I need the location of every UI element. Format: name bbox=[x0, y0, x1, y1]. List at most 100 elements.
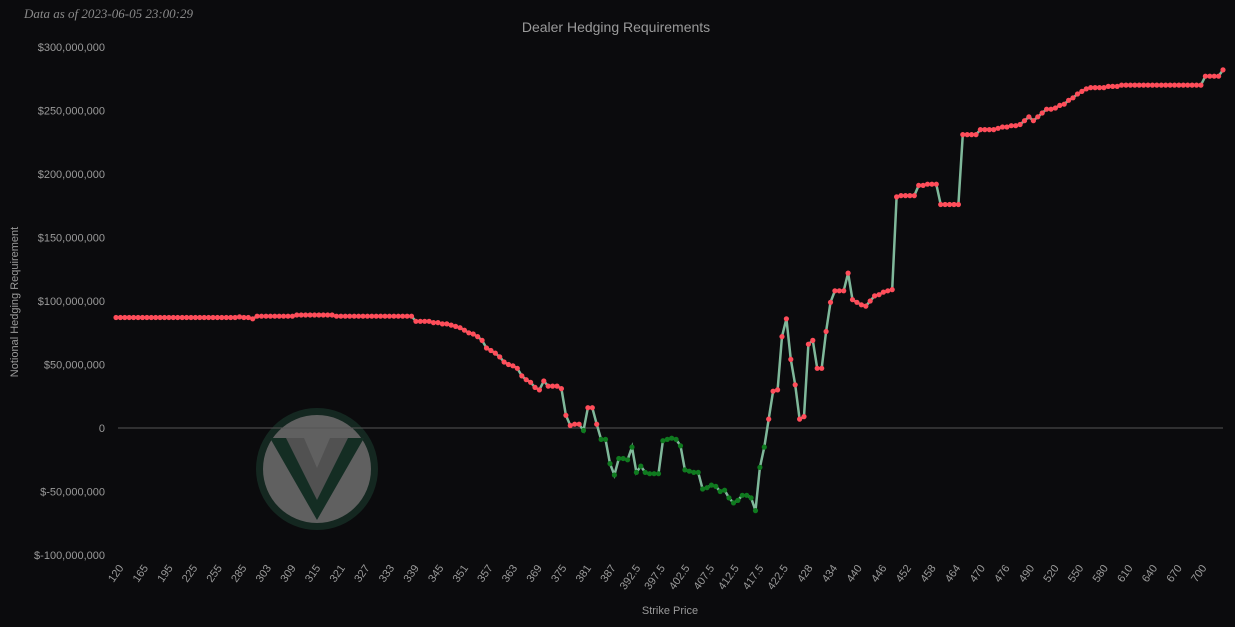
data-point[interactable] bbox=[589, 405, 595, 411]
data-point[interactable] bbox=[378, 313, 384, 319]
data-point[interactable] bbox=[505, 361, 512, 368]
data-point[interactable] bbox=[1163, 82, 1169, 88]
data-point[interactable] bbox=[607, 461, 613, 467]
data-point[interactable] bbox=[289, 313, 295, 319]
data-point[interactable] bbox=[126, 314, 132, 321]
data-point[interactable] bbox=[677, 443, 684, 449]
data-point[interactable] bbox=[281, 313, 287, 319]
data-point[interactable] bbox=[161, 314, 168, 321]
data-point[interactable] bbox=[1158, 82, 1164, 88]
data-point[interactable] bbox=[1026, 114, 1032, 120]
data-point[interactable] bbox=[845, 270, 851, 276]
data-point[interactable] bbox=[554, 383, 560, 389]
data-point[interactable] bbox=[951, 201, 957, 208]
data-point[interactable] bbox=[1035, 114, 1041, 120]
data-point[interactable] bbox=[135, 314, 141, 321]
data-point[interactable] bbox=[417, 318, 423, 324]
data-point[interactable] bbox=[470, 331, 476, 337]
data-point[interactable] bbox=[995, 125, 1001, 131]
data-point[interactable] bbox=[999, 124, 1006, 130]
data-point[interactable] bbox=[788, 356, 794, 362]
data-point[interactable] bbox=[585, 405, 591, 411]
data-point[interactable] bbox=[867, 298, 873, 304]
data-point[interactable] bbox=[373, 313, 379, 319]
data-point[interactable] bbox=[611, 472, 618, 478]
data-point[interactable] bbox=[206, 314, 212, 321]
data-point[interactable] bbox=[1198, 82, 1204, 88]
data-point[interactable] bbox=[902, 193, 909, 199]
data-point[interactable] bbox=[1180, 82, 1186, 88]
data-point[interactable] bbox=[170, 314, 176, 321]
data-point[interactable] bbox=[1061, 101, 1067, 107]
data-point[interactable] bbox=[580, 427, 587, 434]
data-point[interactable] bbox=[263, 313, 269, 319]
data-point[interactable] bbox=[576, 421, 582, 427]
data-point[interactable] bbox=[1070, 95, 1076, 101]
data-point[interactable] bbox=[713, 483, 719, 489]
data-point[interactable] bbox=[1132, 82, 1138, 88]
data-point[interactable] bbox=[1171, 82, 1178, 88]
data-point[interactable] bbox=[1154, 82, 1160, 88]
data-point[interactable] bbox=[457, 325, 463, 331]
data-point[interactable] bbox=[258, 313, 265, 319]
data-point[interactable] bbox=[453, 323, 459, 329]
data-point[interactable] bbox=[448, 322, 454, 328]
data-point[interactable] bbox=[382, 313, 388, 319]
data-point[interactable] bbox=[982, 127, 988, 133]
data-point[interactable] bbox=[347, 313, 353, 319]
data-point[interactable] bbox=[757, 464, 763, 470]
data-point[interactable] bbox=[620, 455, 626, 462]
data-point[interactable] bbox=[316, 312, 322, 318]
data-point[interactable] bbox=[510, 363, 516, 369]
data-point[interactable] bbox=[541, 378, 547, 384]
data-point[interactable] bbox=[695, 469, 701, 475]
data-point[interactable] bbox=[841, 288, 847, 294]
data-point[interactable] bbox=[1123, 82, 1129, 88]
data-point[interactable] bbox=[766, 416, 772, 422]
data-point[interactable] bbox=[422, 318, 428, 324]
data-point[interactable] bbox=[241, 314, 247, 321]
data-point[interactable] bbox=[166, 314, 172, 321]
data-point[interactable] bbox=[832, 288, 838, 294]
data-point[interactable] bbox=[744, 492, 750, 498]
data-point[interactable] bbox=[139, 314, 146, 321]
data-point[interactable] bbox=[536, 387, 543, 393]
data-point[interactable] bbox=[924, 181, 931, 187]
data-point[interactable] bbox=[625, 457, 631, 463]
data-point[interactable] bbox=[338, 313, 344, 319]
data-point[interactable] bbox=[232, 314, 238, 321]
data-point[interactable] bbox=[426, 318, 432, 324]
data-point[interactable] bbox=[836, 288, 842, 294]
data-point[interactable] bbox=[329, 312, 335, 318]
data-point[interactable] bbox=[960, 132, 966, 138]
data-point[interactable] bbox=[929, 181, 935, 187]
data-point[interactable] bbox=[1004, 124, 1010, 130]
data-point[interactable] bbox=[594, 421, 600, 427]
data-point[interactable] bbox=[497, 354, 503, 360]
data-point[interactable] bbox=[739, 492, 745, 498]
data-point[interactable] bbox=[638, 463, 644, 469]
data-point[interactable] bbox=[250, 316, 256, 322]
data-point[interactable] bbox=[514, 365, 520, 371]
data-point[interactable] bbox=[1220, 67, 1226, 73]
data-point[interactable] bbox=[673, 436, 679, 442]
data-point[interactable] bbox=[1211, 73, 1217, 79]
data-point[interactable] bbox=[488, 347, 494, 354]
data-point[interactable] bbox=[267, 313, 273, 319]
data-point[interactable] bbox=[298, 312, 304, 318]
data-point[interactable] bbox=[708, 482, 715, 488]
data-point[interactable] bbox=[717, 488, 723, 495]
data-point[interactable] bbox=[797, 416, 803, 422]
data-point[interactable] bbox=[364, 313, 370, 319]
data-point[interactable] bbox=[1141, 82, 1147, 88]
data-point[interactable] bbox=[955, 201, 962, 208]
data-point[interactable] bbox=[1048, 106, 1054, 112]
data-point[interactable] bbox=[964, 132, 970, 138]
data-point[interactable] bbox=[1079, 88, 1085, 94]
data-point[interactable] bbox=[466, 330, 472, 336]
data-point[interactable] bbox=[827, 299, 834, 305]
data-point[interactable] bbox=[188, 314, 194, 321]
data-point[interactable] bbox=[223, 314, 229, 321]
data-point[interactable] bbox=[214, 314, 220, 321]
data-point[interactable] bbox=[863, 303, 869, 309]
